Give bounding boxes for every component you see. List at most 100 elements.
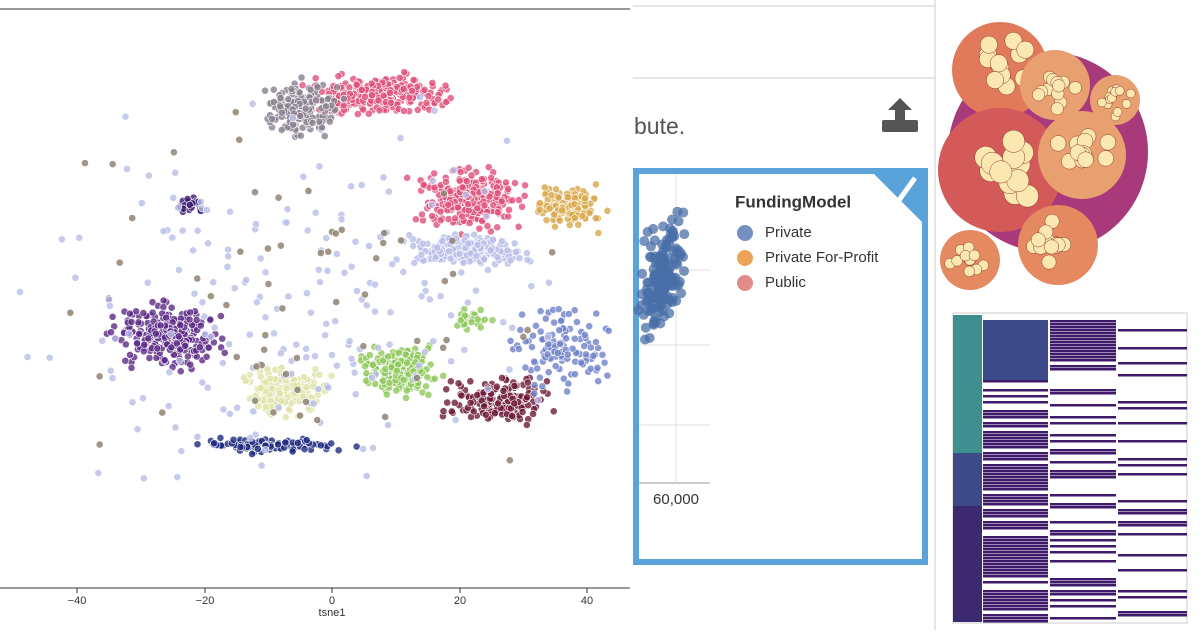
scatter-dot bbox=[428, 78, 437, 87]
scatter-dot bbox=[536, 307, 545, 316]
upload-icon[interactable] bbox=[882, 98, 918, 132]
pack-leaf bbox=[1032, 88, 1046, 102]
scatter-dot bbox=[159, 227, 168, 236]
scatter-dot bbox=[445, 247, 453, 256]
scatter-dot bbox=[444, 215, 453, 223]
scatter-dot bbox=[322, 234, 331, 242]
scatter-dot bbox=[637, 268, 648, 279]
heat-stripe bbox=[1050, 365, 1116, 368]
scatter-dot bbox=[306, 308, 315, 317]
scatter-dot bbox=[506, 337, 515, 345]
pack-leaf bbox=[1050, 102, 1064, 116]
heat-stripe bbox=[983, 443, 1048, 446]
scatter-dot bbox=[462, 177, 471, 185]
scatter-dot bbox=[193, 226, 202, 235]
heat-stripe bbox=[1118, 521, 1187, 524]
scatter-dot bbox=[475, 224, 484, 233]
scatter-dot bbox=[666, 214, 677, 225]
scatter-dot bbox=[497, 197, 506, 206]
scatter-dot bbox=[164, 402, 173, 410]
scatter-dot bbox=[196, 321, 205, 330]
pack-leaf bbox=[989, 54, 1008, 73]
scatter-dot bbox=[530, 389, 539, 398]
scatter-dot bbox=[193, 440, 202, 449]
scatter-dot bbox=[95, 440, 104, 449]
scatter-dot bbox=[455, 176, 464, 185]
scatter-dot bbox=[380, 229, 389, 237]
pack-leaf bbox=[951, 255, 963, 267]
scatter-dot bbox=[203, 383, 212, 392]
scatter-dot bbox=[648, 223, 659, 234]
pack-leaf bbox=[1097, 97, 1107, 108]
scatter-dot bbox=[581, 194, 589, 203]
scatter-dot bbox=[229, 435, 238, 444]
heat-stripe bbox=[1050, 533, 1116, 536]
scatter-dot bbox=[530, 381, 539, 389]
scatter-dot bbox=[457, 268, 466, 277]
scatter-dot bbox=[354, 110, 362, 118]
scatter-dot bbox=[311, 365, 320, 374]
scatter-dot bbox=[108, 374, 117, 382]
scatter-dot bbox=[357, 85, 366, 94]
upload-tray[interactable] bbox=[882, 120, 918, 132]
scatter-dot bbox=[58, 235, 66, 244]
heat-stripe bbox=[1050, 392, 1116, 395]
scatter-dot bbox=[287, 85, 296, 93]
scatter-dot bbox=[519, 332, 528, 341]
scatter-dot bbox=[144, 171, 153, 180]
pack-leaf bbox=[1044, 239, 1059, 255]
scatter-dot bbox=[217, 312, 225, 320]
scatter-dot bbox=[185, 315, 194, 324]
scatter-dot bbox=[165, 368, 174, 377]
scatter-dot bbox=[650, 313, 661, 324]
scatter-dot bbox=[316, 278, 324, 286]
scatter-dot bbox=[574, 220, 583, 229]
scatter-dot bbox=[483, 222, 492, 230]
scatter-dot bbox=[159, 303, 168, 312]
scatter-dot bbox=[436, 292, 445, 301]
scatter-dot bbox=[128, 214, 137, 222]
scatter-dot bbox=[545, 278, 553, 287]
scatter-dot bbox=[226, 207, 234, 216]
scatter-dot bbox=[451, 416, 460, 424]
scatter-dot bbox=[144, 334, 153, 343]
scatter-dot bbox=[225, 340, 234, 349]
scatter-dot bbox=[16, 288, 24, 296]
scatter-dot bbox=[523, 249, 531, 257]
scatter-dot bbox=[427, 200, 436, 209]
scatter-dot bbox=[217, 343, 226, 352]
heat-stripe bbox=[983, 485, 1048, 488]
scatter-dot bbox=[510, 382, 519, 390]
heat-stripe bbox=[983, 470, 1048, 473]
scatter-dot bbox=[232, 353, 241, 361]
scatter-dot bbox=[498, 237, 506, 246]
scatter-dot bbox=[422, 98, 431, 107]
scatter-dot bbox=[322, 319, 331, 328]
scatter-dot bbox=[192, 316, 201, 324]
scatter-dot bbox=[652, 288, 663, 299]
scatter-dot bbox=[653, 274, 664, 285]
scatter-dot bbox=[456, 316, 465, 325]
scatter-dot bbox=[198, 298, 207, 307]
scatter-dot bbox=[302, 353, 311, 362]
scatter-dot bbox=[532, 321, 540, 330]
scatter-dot bbox=[145, 354, 154, 362]
scatter-dot bbox=[598, 350, 607, 359]
heat-stripe bbox=[1050, 341, 1116, 344]
upload-arrow[interactable] bbox=[888, 98, 912, 120]
scatter-dot bbox=[137, 199, 146, 208]
scatter-dot bbox=[416, 93, 425, 102]
scatter-dot bbox=[108, 160, 117, 169]
scatter-dot bbox=[535, 199, 544, 207]
scatter-dot bbox=[403, 358, 411, 367]
heat-stripe bbox=[1118, 614, 1187, 617]
scatter-dot bbox=[331, 317, 340, 326]
scatter-dot bbox=[268, 384, 276, 393]
scatter-dot bbox=[173, 473, 182, 481]
scatter-dot bbox=[371, 307, 379, 316]
scatter-dot bbox=[168, 233, 177, 242]
scatter-dot bbox=[276, 94, 285, 102]
scatter-dot bbox=[302, 397, 310, 406]
heat-stripe bbox=[1118, 422, 1187, 425]
scatter-dot bbox=[162, 313, 170, 322]
